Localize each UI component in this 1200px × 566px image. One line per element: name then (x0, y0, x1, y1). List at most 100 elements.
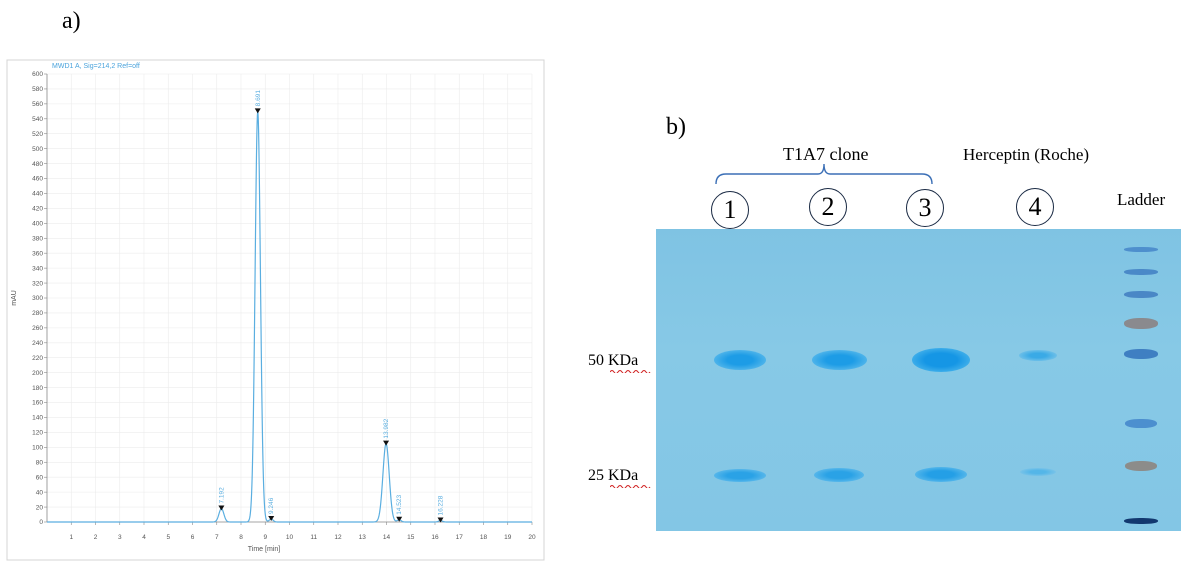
x-tick-label: 12 (334, 534, 342, 541)
lane-4-light-band (1020, 468, 1056, 476)
ladder-band (1124, 349, 1158, 359)
peak-retention-label: 14.523 (396, 494, 403, 514)
x-axis-label: Time [min] (248, 546, 280, 553)
peak-retention-label: 7.192 (218, 487, 225, 504)
y-tick-label: 460 (32, 176, 43, 183)
peak-retention-label: 8.691 (255, 90, 262, 107)
spellcheck-underline (610, 370, 651, 373)
x-tick-label: 4 (142, 534, 146, 541)
lane-1-heavy-band (714, 350, 766, 370)
x-tick-label: 2 (94, 534, 98, 541)
y-tick-label: 60 (36, 474, 44, 481)
peak-markers: 7.192 8.691 9.246 13.982 14.523 16.228 (218, 90, 445, 523)
chromatogram-trace (47, 111, 532, 523)
peak-marker (383, 440, 390, 446)
x-tick-label: 7 (215, 534, 219, 541)
marker-25kda-label: 25 KDa (588, 467, 639, 484)
lane-3-marker: 3 (906, 189, 944, 227)
ladder-band (1124, 247, 1158, 252)
peak-marker (396, 516, 403, 522)
lane-4-marker: 4 (1016, 188, 1054, 226)
y-tick-label: 220 (32, 355, 43, 362)
x-tick-label: 11 (310, 534, 317, 541)
lane-3-light-band (915, 467, 967, 482)
lane-1-light-band (714, 469, 766, 482)
y-tick-label: 160 (32, 400, 43, 407)
x-tick-label: 16 (431, 534, 439, 541)
x-tick-label: 18 (480, 534, 488, 541)
y-tick-label: 0 (39, 519, 43, 526)
chart-grid (47, 73, 533, 523)
panel-a-label: a) (62, 8, 81, 34)
x-tick-label: 13 (359, 534, 367, 541)
y-tick-label: 200 (32, 370, 43, 377)
reference-label: Herceptin (Roche) (963, 145, 1090, 164)
lane-3-heavy-band (912, 348, 970, 372)
y-tick-label: 400 (32, 221, 43, 228)
sds-page-gel (656, 229, 1181, 531)
x-tick-label: 19 (504, 534, 512, 541)
y-tick-label: 560 (32, 101, 43, 108)
y-tick-label: 340 (32, 265, 43, 272)
lane-2-marker: 2 (809, 188, 847, 226)
y-tick-labels: 0 20 40 60 80 100 120 140 160 180 200 220 240 260 280 3… (32, 71, 43, 526)
x-tick-label: 9 (263, 534, 267, 541)
y-tick-label: 20 (36, 504, 44, 511)
ladder-band (1125, 419, 1157, 428)
y-tick-label: 260 (32, 325, 43, 332)
x-tick-label: 8 (239, 534, 243, 541)
y-tick-label: 420 (32, 206, 43, 213)
y-tick-label: 360 (32, 250, 43, 257)
lane-2-heavy-band (812, 350, 867, 370)
y-tick-label: 520 (32, 131, 43, 138)
y-tick-label: 140 (32, 415, 43, 422)
peak-marker (218, 505, 225, 511)
y-tick-label: 180 (32, 385, 43, 392)
marker-50kda-label: 50 KDa (588, 352, 639, 369)
x-tick-label: 17 (456, 534, 464, 541)
y-tick-label: 440 (32, 191, 43, 198)
y-tick-label: 600 (32, 71, 43, 78)
y-tick-label: 300 (32, 295, 43, 302)
y-tick-label: 100 (32, 445, 43, 452)
y-tick-label: 120 (32, 430, 43, 437)
lane-4-heavy-band (1019, 350, 1057, 361)
chart-title: MWD1 A, Sig=214,2 Ref=off (52, 63, 140, 70)
lane-2-light-band (814, 468, 864, 482)
x-tick-label: 20 (528, 534, 536, 541)
peak-marker (437, 517, 444, 523)
y-tick-label: 540 (32, 116, 43, 123)
ladder-band (1124, 318, 1158, 329)
x-tick-label: 5 (166, 534, 170, 541)
y-axis-label: mAU (11, 290, 18, 306)
ladder-band (1124, 269, 1158, 275)
y-tick-label: 380 (32, 235, 43, 242)
x-tick-label: 1 (69, 534, 73, 541)
x-tick-label: 14 (383, 534, 391, 541)
y-tick-label: 480 (32, 161, 43, 168)
peak-retention-label: 13.982 (383, 418, 390, 438)
peak-marker (254, 108, 261, 114)
ladder-band (1124, 291, 1158, 298)
y-tick-label: 280 (32, 310, 43, 317)
y-tick-label: 40 (36, 489, 44, 496)
x-tick-label: 15 (407, 534, 415, 541)
spellcheck-underline (610, 485, 651, 488)
ladder-band (1125, 461, 1157, 471)
peak-retention-label: 9.246 (268, 497, 275, 514)
panel-b-label: b) (666, 114, 686, 140)
y-tick-label: 240 (32, 340, 43, 347)
x-tick-label: 3 (118, 534, 122, 541)
x-tick-label: 6 (191, 534, 195, 541)
y-tick-label: 80 (36, 459, 44, 466)
y-tick-label: 580 (32, 86, 43, 93)
chromatogram-chart: MWD1 A, Sig=214,2 Ref=off 02040608010012… (6, 59, 545, 561)
group-label: T1A7 clone (783, 144, 869, 164)
y-tick-label: 320 (32, 280, 43, 287)
y-tick-label: 500 (32, 146, 43, 153)
chart-frame (6, 59, 545, 561)
peak-marker (268, 516, 275, 522)
ladder-label: Ladder (1117, 190, 1166, 209)
x-tick-label: 10 (286, 534, 294, 541)
lane-1-marker: 1 (711, 191, 749, 229)
